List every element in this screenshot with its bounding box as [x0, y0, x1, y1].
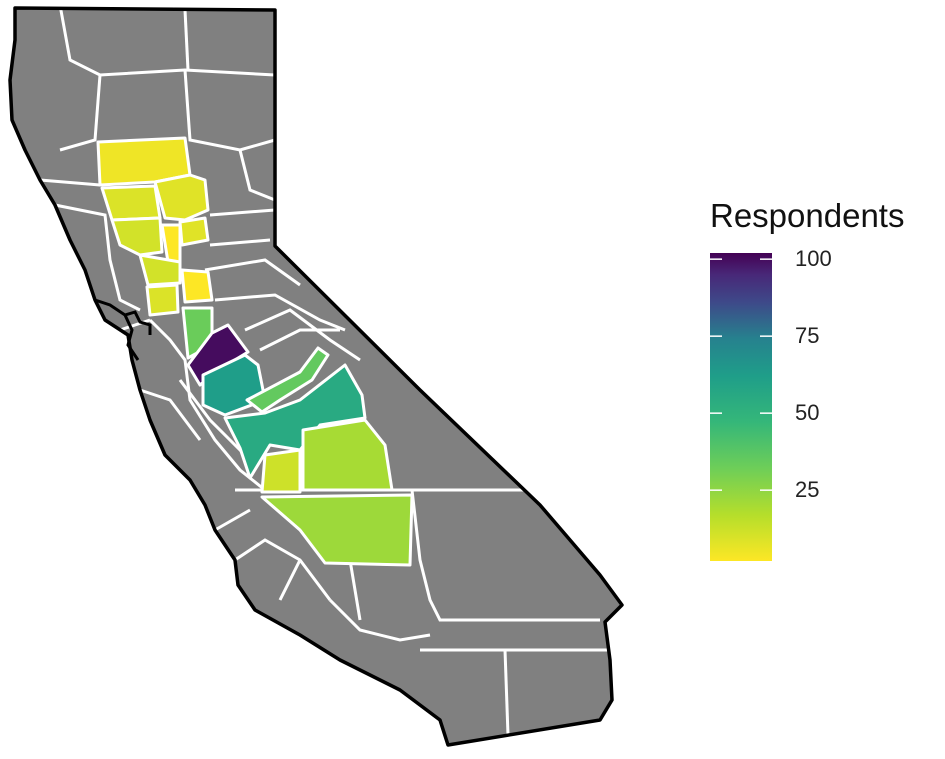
county-border [209, 208, 276, 217]
county-border [328, 598, 431, 642]
county-border [348, 559, 362, 621]
legend-tick-label: 100 [795, 246, 832, 272]
county-region-9 [145, 283, 180, 317]
county-border [238, 149, 276, 202]
county-region-3 [100, 184, 162, 222]
county-region-13 [245, 346, 330, 414]
county-border [119, 318, 151, 332]
county-border [183, 9, 190, 71]
county-border [259, 328, 340, 352]
legend-tick-label: 25 [795, 477, 820, 503]
county-region-17 [260, 493, 414, 567]
county-border [204, 258, 301, 287]
county-region-16 [301, 418, 394, 492]
state-outline [8, 6, 624, 747]
county-border [234, 538, 332, 601]
county-border [148, 318, 266, 492]
county-border [503, 649, 510, 736]
county-border [214, 293, 346, 332]
legend-colorbar [710, 253, 772, 561]
bay-outline [94, 298, 152, 361]
county-border [209, 238, 271, 247]
county-border [183, 69, 276, 152]
legend-title: Respondents [710, 197, 905, 234]
county-border [278, 559, 302, 601]
county-region-7 [138, 253, 182, 287]
county-border [410, 489, 600, 622]
county-region-4 [110, 216, 164, 257]
county-border [244, 308, 361, 362]
county-border [59, 74, 102, 152]
county-region-14 [223, 363, 367, 480]
county-region-6 [178, 216, 210, 247]
county-region-8 [180, 268, 214, 304]
county-region-2 [153, 173, 210, 222]
legend-tick-label: 50 [795, 400, 820, 426]
county-border [139, 388, 202, 441]
county-region-15 [260, 448, 302, 494]
county-border [214, 508, 251, 532]
legend-tick-label: 75 [795, 323, 820, 349]
county-border [54, 203, 141, 312]
county-border [39, 178, 101, 187]
county-border [178, 379, 252, 462]
